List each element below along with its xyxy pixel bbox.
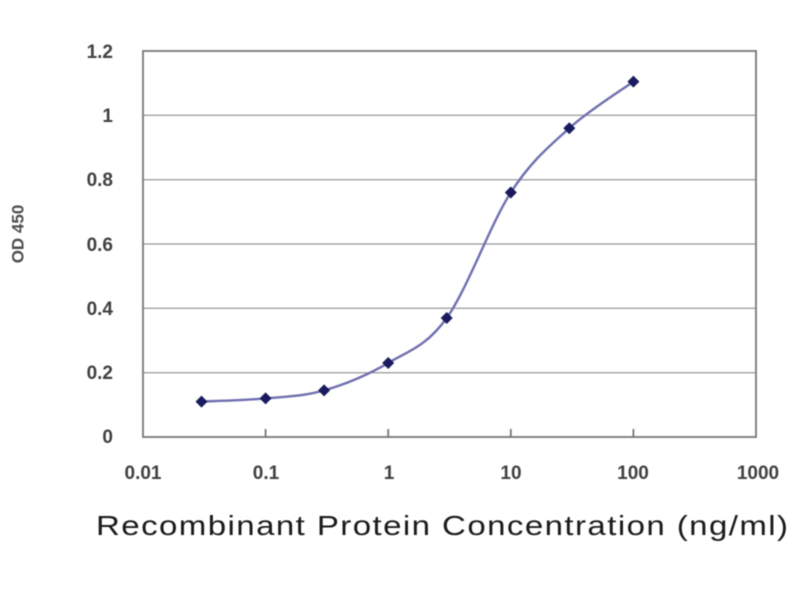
svg-text:OD 450: OD 450	[8, 205, 27, 264]
